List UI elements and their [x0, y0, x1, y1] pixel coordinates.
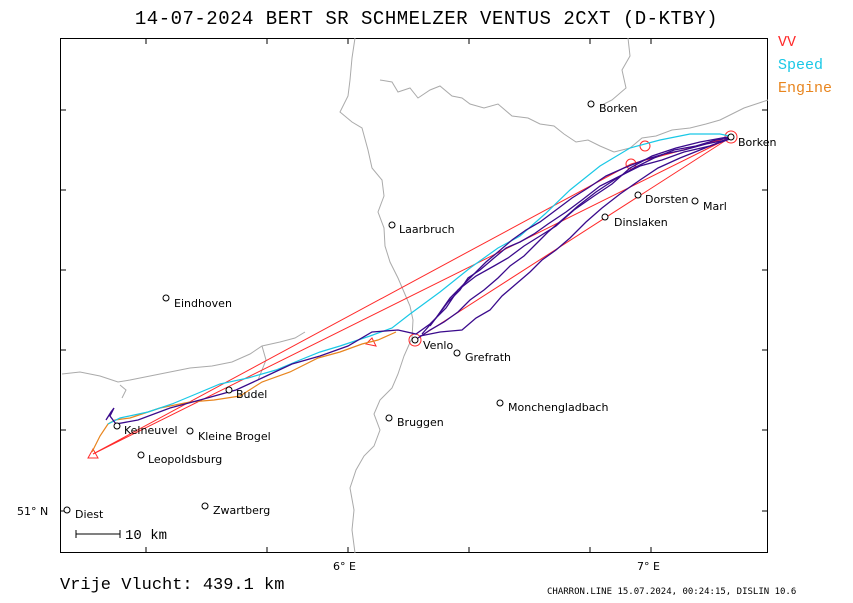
label-marl: Marl [703, 200, 727, 213]
lon-label-7e: 7° E [637, 560, 660, 573]
country-borders [61, 37, 769, 554]
label-borken-north: Borken [599, 102, 638, 115]
place-markers [63, 100, 735, 514]
free-flight-distance: Vrije Vlucht: 439.1 km [60, 576, 285, 595]
marker-kelneuvel [113, 422, 121, 430]
lat-label-51n: 51° N [17, 505, 48, 518]
marker-borken [727, 133, 735, 141]
label-kelneuvel: Kelneuvel [124, 424, 178, 437]
label-bruggen: Bruggen [397, 416, 444, 429]
marker-eindhoven [162, 294, 170, 302]
marker-dinslaken [601, 213, 609, 221]
label-kleine-brogel: Kleine Brogel [198, 430, 271, 443]
label-leopoldsburg: Leopoldsburg [148, 453, 222, 466]
marker-grefrath [453, 349, 461, 357]
lon-label-6e: 6° E [333, 560, 356, 573]
marker-bruggen [385, 414, 393, 422]
legend-vv: VV [778, 34, 797, 51]
legend-engine: Engine [778, 80, 833, 97]
label-dinslaken: Dinslaken [614, 216, 668, 229]
label-grefrath: Grefrath [465, 351, 511, 364]
legend-speed: Speed [778, 57, 824, 74]
label-dorsten: Dorsten [645, 193, 689, 206]
label-diest: Diest [75, 508, 104, 521]
track-main [105, 135, 735, 425]
label-venlo: Venlo [423, 339, 453, 352]
marker-leopoldsburg [137, 451, 145, 459]
marker-marl [691, 197, 699, 205]
marker-diest [63, 506, 71, 514]
credit-line: CHARRON.LINE 15.07.2024, 00:24:15, DISLI… [547, 587, 797, 597]
marker-venlo [411, 336, 419, 344]
label-zwartberg: Zwartberg [213, 504, 270, 517]
label-borken: Borken [738, 136, 777, 149]
marker-budel [225, 386, 233, 394]
scale-bar [75, 530, 121, 538]
track-speed [107, 133, 735, 425]
map-frame [60, 38, 768, 553]
axis-ticks [60, 38, 768, 553]
label-monchengladbach: Monchengladbach [508, 401, 608, 414]
label-eindhoven: Eindhoven [174, 297, 232, 310]
label-laarbruch: Laarbruch [399, 223, 455, 236]
map-title: 14-07-2024 BERT SR SCHMELZER VENTUS 2CXT… [134, 8, 719, 30]
marker-zwartberg [201, 502, 209, 510]
scale-bar-label: 10 km [125, 528, 167, 544]
marker-borken-north [587, 100, 595, 108]
place-labels: Borken Borken Dorsten Marl Dinslaken Laa… [75, 102, 777, 521]
marker-dorsten [634, 191, 642, 199]
label-budel: Budel [236, 388, 267, 401]
marker-kleine-brogel [186, 427, 194, 435]
marker-laarbruch [388, 221, 396, 229]
marker-monchengladbach [496, 399, 504, 407]
